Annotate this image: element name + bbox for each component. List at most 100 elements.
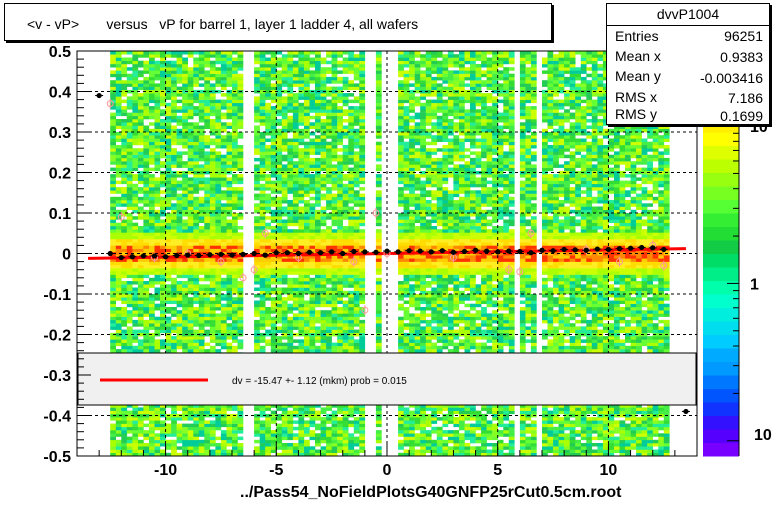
heatmap-cell	[171, 345, 177, 350]
heatmap-cell	[276, 96, 283, 100]
heatmap-cell	[193, 170, 200, 175]
heatmap-cell	[342, 154, 349, 159]
heatmap-cell	[126, 102, 133, 107]
heatmap-cell	[193, 219, 200, 223]
heatmap-cell	[281, 177, 288, 181]
heatmap-cell	[193, 157, 200, 162]
heatmap-cell	[121, 83, 128, 87]
heatmap-cell	[121, 274, 128, 279]
heatmap-cell	[226, 258, 233, 262]
heatmap-cell	[298, 329, 305, 334]
heatmap-cell	[232, 307, 238, 311]
heatmap-cell	[187, 51, 194, 55]
heatmap-cell	[326, 326, 332, 330]
heatmap-cell	[315, 264, 321, 269]
heatmap-cell	[337, 170, 343, 175]
heatmap-cell	[171, 238, 177, 243]
heatmap-cell	[204, 96, 211, 100]
heatmap-cell	[171, 342, 177, 347]
heatmap-cell	[187, 310, 194, 314]
heatmap-cell	[281, 319, 288, 324]
heatmap-cell	[149, 439, 155, 444]
heatmap-cell	[237, 342, 244, 347]
heatmap-cell	[176, 73, 183, 78]
heatmap-cell	[315, 290, 321, 295]
heatmap-cell	[115, 148, 122, 152]
heatmap-cell	[259, 413, 266, 418]
heatmap-cell	[315, 145, 321, 149]
heatmap-cell	[309, 329, 316, 334]
heatmap-cell	[237, 232, 244, 236]
heatmap-cell	[265, 132, 271, 136]
heatmap-cell	[204, 70, 211, 74]
heatmap-cell	[281, 336, 288, 340]
heatmap-cell	[110, 151, 116, 155]
heatmap-cell	[259, 60, 266, 65]
heatmap-cell	[254, 329, 260, 334]
heatmap-cell	[298, 187, 305, 191]
heatmap-cell	[132, 154, 139, 159]
heatmap-cell	[115, 290, 122, 295]
heatmap-cell	[209, 303, 216, 308]
heatmap-cell	[304, 115, 310, 120]
heatmap-cell	[265, 57, 271, 61]
heatmap-cell	[276, 180, 283, 185]
heatmap-cell	[254, 73, 260, 78]
heatmap-cell	[265, 89, 271, 94]
heatmap-cell	[149, 345, 155, 350]
heatmap-cell	[121, 251, 128, 256]
heatmap-cell	[331, 109, 338, 113]
heatmap-cell	[237, 190, 244, 194]
heatmap-cell	[137, 109, 144, 113]
heatmap-cell	[226, 167, 233, 172]
heatmap-cell	[187, 102, 194, 107]
heatmap-cell	[137, 430, 144, 434]
heatmap-cell	[220, 345, 227, 350]
heatmap-cell	[160, 119, 166, 123]
heatmap-cell	[187, 161, 194, 165]
heatmap-cell	[115, 57, 122, 61]
heatmap-cell	[220, 245, 227, 249]
heatmap-cell	[165, 174, 172, 178]
heatmap-cell	[115, 449, 122, 453]
heatmap-cell	[126, 57, 133, 61]
heatmap-cell	[137, 213, 144, 217]
heatmap-cell	[276, 255, 283, 259]
heatmap-cell	[287, 255, 294, 259]
heatmap-cell	[331, 193, 338, 198]
heatmap-cell	[165, 154, 172, 159]
heatmap-cell	[337, 122, 343, 126]
heatmap-cell	[287, 177, 294, 181]
heatmap-cell	[309, 290, 316, 295]
heatmap-cell	[326, 141, 332, 146]
heatmap-cell	[226, 148, 233, 152]
heatmap-cell	[232, 70, 238, 74]
heatmap-cell	[259, 67, 266, 71]
heatmap-cell	[165, 76, 172, 81]
heatmap-cell	[171, 141, 177, 146]
heatmap-cell	[215, 141, 222, 146]
heatmap-cell	[215, 229, 222, 233]
heatmap-cell	[121, 99, 128, 104]
heatmap-cell	[254, 99, 260, 104]
heatmap-cell	[281, 54, 288, 58]
heatmap-cell	[204, 310, 211, 314]
heatmap-cell	[254, 57, 260, 61]
heatmap-cell	[315, 177, 321, 181]
heatmap-cell	[115, 268, 122, 272]
heatmap-cell	[198, 310, 205, 314]
heatmap-cell	[110, 294, 116, 298]
heatmap-cell	[154, 157, 161, 162]
heatmap-cell	[320, 300, 327, 304]
heatmap-cell	[132, 413, 139, 418]
heatmap-cell	[237, 319, 244, 324]
heatmap-cell	[226, 222, 233, 227]
heatmap-cell	[220, 64, 227, 68]
heatmap-cell	[171, 174, 177, 178]
heatmap-cell	[237, 148, 244, 152]
heatmap-cell	[165, 102, 172, 107]
heatmap-cell	[309, 99, 316, 104]
heatmap-cell	[281, 157, 288, 162]
heatmap-cell	[254, 342, 260, 347]
heatmap-cell	[132, 122, 139, 126]
